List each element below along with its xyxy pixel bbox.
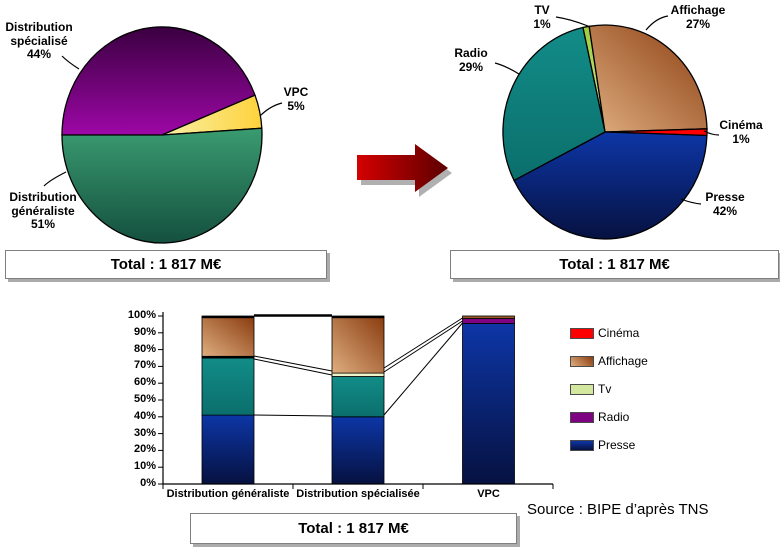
callout-leader-line [680, 198, 702, 205]
y-axis-label: 50% [133, 393, 156, 405]
total-text: Total : 1 817 M€ [110, 256, 222, 273]
pie2-label-radio: Radio 29% [443, 46, 499, 74]
arrow-body [357, 144, 448, 192]
bar-Distribution spécialisée-segment-Affichage [331, 317, 385, 374]
pie-slice-Affichage [588, 24, 708, 133]
slice-pct: 5% [287, 98, 305, 113]
callout-leader-line [645, 15, 669, 31]
pie2-label-affichage: Affichage 27% [655, 3, 741, 31]
y-axis-label: 80% [133, 342, 156, 355]
series-connector-line [383, 320, 463, 373]
slice-label: TV [534, 3, 550, 17]
x-axis-label: VPC [477, 488, 500, 500]
y-axis-label: 10% [133, 460, 156, 473]
pie1-label-specialise: Distribution spécialisé 44% [0, 20, 78, 62]
legend-label: Tv [598, 382, 612, 396]
bar-Distribution spécialisée-segment-Presse [331, 416, 385, 485]
slice-pct: 42% [712, 203, 738, 218]
y-axis-label: 60% [133, 376, 156, 389]
y-axis-label: 30% [133, 426, 156, 439]
callout-leader-line [259, 102, 283, 117]
legend-swatch-Tv [570, 384, 594, 395]
series-connector-line [383, 317, 463, 369]
series-connector-line [253, 414, 333, 417]
bar-VPC-segment-Radio [462, 318, 515, 324]
bar-Distribution généraliste-segment-Radio [201, 357, 255, 416]
bar-chart-media-split-by-channel [158, 312, 554, 489]
total-box-bottom: Total : 1 817 M€ [190, 513, 517, 544]
legend-label: Affichage [598, 354, 648, 368]
legend-swatch-Affichage [570, 356, 594, 367]
bar-Distribution spécialisée-segment-Cinéma [331, 315, 385, 319]
legend-swatch-Radio [570, 412, 594, 423]
slice-label: Distribution spécialisé [5, 20, 73, 48]
slice-pct: 1% [732, 131, 750, 146]
slice-label: Affichage [670, 3, 726, 17]
y-axis-label: 40% [133, 409, 156, 422]
bar-Distribution généraliste-segment-Cinéma [201, 315, 255, 319]
legend-label: Cinéma [598, 326, 640, 340]
pie2-label-tv: TV 1% [520, 3, 564, 31]
total-box-left: Total : 1 817 M€ [5, 250, 327, 279]
x-axis-label: Distribution généraliste [166, 488, 290, 500]
pie2-label-presse: Presse 42% [695, 190, 755, 218]
callout-leader-line [703, 130, 720, 136]
y-axis-label: 90% [133, 325, 156, 338]
callout-leader-line [555, 16, 589, 27]
legend-label: Radio [598, 410, 630, 424]
slice-pct: 51% [30, 217, 56, 231]
callout-leader-line [43, 171, 67, 187]
slice-label: Presse [705, 190, 745, 204]
x-axis-label: Distribution spécialisée [296, 488, 420, 500]
slice-label: Distribution généraliste [9, 190, 77, 218]
slice-label: VPC [283, 85, 309, 99]
bar-Distribution généraliste-segment-Affichage [201, 317, 255, 357]
y-axis-label: 0% [140, 477, 156, 489]
pie2-label-cinema: Cinéma 1% [710, 118, 772, 146]
pie-distribution-split [61, 26, 263, 244]
bar-Distribution généraliste-segment-Presse [201, 414, 255, 485]
y-axis-label: 100% [127, 309, 156, 321]
legend-swatch-Presse [570, 440, 594, 451]
slice-pct: 1% [533, 16, 551, 31]
pie1-label-vpc: VPC 5% [274, 85, 318, 113]
transition-arrow-icon [357, 144, 452, 197]
total-text: Total : 1 817 M€ [559, 256, 670, 273]
y-axis-label: 20% [133, 443, 156, 456]
total-text: Total : 1 817 M€ [298, 520, 409, 537]
bar-Distribution spécialisée-segment-Radio [331, 376, 385, 418]
bar-Distribution spécialisée-segment-Tv [331, 372, 385, 377]
legend-label: Presse [598, 438, 636, 452]
slice-label: Radio [454, 46, 488, 60]
pie-media-split [502, 24, 708, 240]
series-connector-line [253, 358, 333, 376]
pie-slice-Radio [502, 26, 606, 182]
bar-VPC-segment-Presse [462, 323, 515, 485]
series-connector-line [253, 355, 333, 372]
slice-label: Cinéma [719, 118, 763, 132]
total-box-right: Total : 1 817 M€ [450, 250, 779, 279]
legend-swatch-Cinéma [570, 328, 594, 339]
bar-VPC-segment-Affichage [462, 315, 515, 319]
slice-pct: 44% [26, 47, 52, 61]
y-axis-label: 70% [133, 359, 156, 372]
series-connector-line [383, 322, 463, 416]
pie-slice-Distribution généraliste [61, 127, 263, 244]
callout-leader-line [494, 62, 520, 75]
callout-leader-line [61, 55, 80, 70]
slice-pct: 29% [458, 59, 484, 74]
slice-pct: 27% [685, 16, 711, 31]
pie-slice-Presse [513, 131, 708, 240]
pie1-label-generaliste: Distribution généraliste 51% [0, 190, 86, 232]
pie-slice-Distribution spécialisé [61, 26, 256, 136]
source-note: Source : BIPE d’après TNS [527, 501, 709, 518]
